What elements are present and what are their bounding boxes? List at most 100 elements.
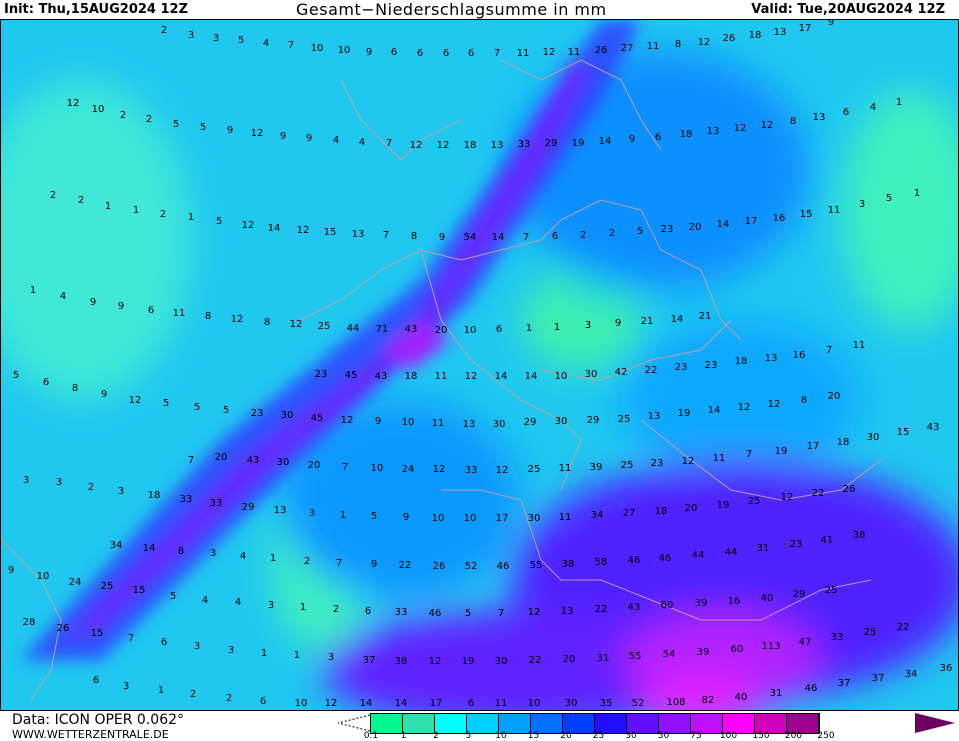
precip-value: 28 xyxy=(22,617,36,628)
precip-value: 10 xyxy=(401,417,415,428)
precip-value: 25 xyxy=(100,581,114,592)
precip-value: 25 xyxy=(620,460,634,471)
precip-value: 17 xyxy=(806,441,820,452)
precip-value: 44 xyxy=(346,323,360,334)
precip-value: 41 xyxy=(820,535,834,546)
precip-value: 34 xyxy=(904,669,918,680)
precip-value: 19 xyxy=(677,408,691,419)
precip-value: 5 xyxy=(12,370,20,381)
precip-value: 26 xyxy=(842,484,856,495)
precip-value: 40 xyxy=(760,593,774,604)
precip-value: 34 xyxy=(109,540,123,551)
precip-value: 7 xyxy=(341,462,349,473)
precip-value: 23 xyxy=(674,362,688,373)
precip-value: 7 xyxy=(187,455,195,466)
precip-value: 33 xyxy=(517,139,531,150)
precip-value: 24 xyxy=(68,577,82,588)
precip-value: 7 xyxy=(382,230,390,241)
precip-value: 12 xyxy=(495,465,509,476)
precip-value: 25 xyxy=(617,414,631,425)
precip-value: 30 xyxy=(276,457,290,468)
precip-value: 14 xyxy=(524,371,538,382)
precip-value: 42 xyxy=(614,367,628,378)
precip-value: 27 xyxy=(622,508,636,519)
precip-value: 13 xyxy=(647,411,661,422)
precip-value: 10 xyxy=(527,698,541,709)
precip-value: 14 xyxy=(394,698,408,709)
precip-value: 11 xyxy=(852,340,866,351)
legend-tick-label: 200 xyxy=(784,731,803,741)
precip-value: 9 xyxy=(7,565,15,576)
precip-value: 6 xyxy=(416,48,424,59)
precip-value: 3 xyxy=(327,652,335,663)
website-link[interactable]: WWW.WETTERZENTRALE.DE xyxy=(12,728,169,741)
precip-value: 14 xyxy=(491,232,505,243)
precip-value: 7 xyxy=(522,232,530,243)
precip-value: 46 xyxy=(496,561,510,572)
precip-value: 24 xyxy=(401,464,415,475)
precip-value: 8 xyxy=(71,383,79,394)
precip-value: 5 xyxy=(162,398,170,409)
precip-value: 6 xyxy=(467,48,475,59)
precip-value: 6 xyxy=(842,107,850,118)
color-legend xyxy=(370,713,820,734)
legend-tick-label: 150 xyxy=(752,731,770,741)
precip-value: 4 xyxy=(262,38,270,49)
precip-value: 38 xyxy=(852,530,866,541)
precip-value: 25 xyxy=(824,585,838,596)
precip-value: 12 xyxy=(230,314,244,325)
precip-value: 2 xyxy=(145,114,153,125)
precip-value: 6 xyxy=(42,377,50,388)
legend-tick-label: 5 xyxy=(465,731,472,741)
precip-value: 29 xyxy=(586,415,600,426)
precip-value: 3 xyxy=(212,33,220,44)
precip-value: 23 xyxy=(789,539,803,550)
precip-value: 15 xyxy=(323,227,337,238)
precip-value: 20 xyxy=(827,391,841,402)
precip-value: 36 xyxy=(939,663,953,674)
precip-value: 10 xyxy=(431,513,445,524)
precip-value: 4 xyxy=(234,597,242,608)
precip-value: 14 xyxy=(707,405,721,416)
precip-value: 18 xyxy=(654,506,668,517)
precip-value: 10 xyxy=(370,463,384,474)
precip-value: 27 xyxy=(620,43,634,54)
precip-value: 5 xyxy=(464,608,472,619)
precip-value: 2 xyxy=(49,190,57,201)
legend-swatch xyxy=(531,714,563,733)
precip-value: 9 xyxy=(365,47,373,58)
precip-value: 2 xyxy=(225,693,233,704)
precip-value: 6 xyxy=(364,606,372,617)
precip-value: 10 xyxy=(337,45,351,56)
precip-value: 7 xyxy=(497,608,505,619)
precip-value: 13 xyxy=(812,112,826,123)
precip-value: 19 xyxy=(461,656,475,667)
init-time: Init: Thu,15AUG2024 12Z xyxy=(4,2,189,17)
precip-value: 17 xyxy=(744,216,758,227)
precip-value: 17 xyxy=(798,23,812,34)
precip-value: 3 xyxy=(187,30,195,41)
precip-value: 29 xyxy=(544,138,558,149)
precip-value: 14 xyxy=(267,223,281,234)
precip-value: 20 xyxy=(688,222,702,233)
precip-value: 1 xyxy=(269,553,277,564)
precip-value: 30 xyxy=(866,432,880,443)
precip-value: 11 xyxy=(712,453,726,464)
precip-value: 12 xyxy=(250,128,264,139)
precip-value: 12 xyxy=(780,492,794,503)
precip-value: 8 xyxy=(800,395,808,406)
precip-value: 12 xyxy=(289,319,303,330)
precip-value: 12 xyxy=(697,37,711,48)
precip-value: 7 xyxy=(385,138,393,149)
precip-value: 12 xyxy=(324,698,338,709)
precip-value: 46 xyxy=(658,553,672,564)
precip-value: 4 xyxy=(239,551,247,562)
precip-value: 11 xyxy=(431,418,445,429)
precip-value: 13 xyxy=(764,353,778,364)
precip-value: 23 xyxy=(650,458,664,469)
legend-swatch xyxy=(595,714,627,733)
legend-swatch xyxy=(659,714,691,733)
precip-value: 33 xyxy=(464,465,478,476)
precip-value: 30 xyxy=(527,513,541,524)
precip-value: 15 xyxy=(132,585,146,596)
